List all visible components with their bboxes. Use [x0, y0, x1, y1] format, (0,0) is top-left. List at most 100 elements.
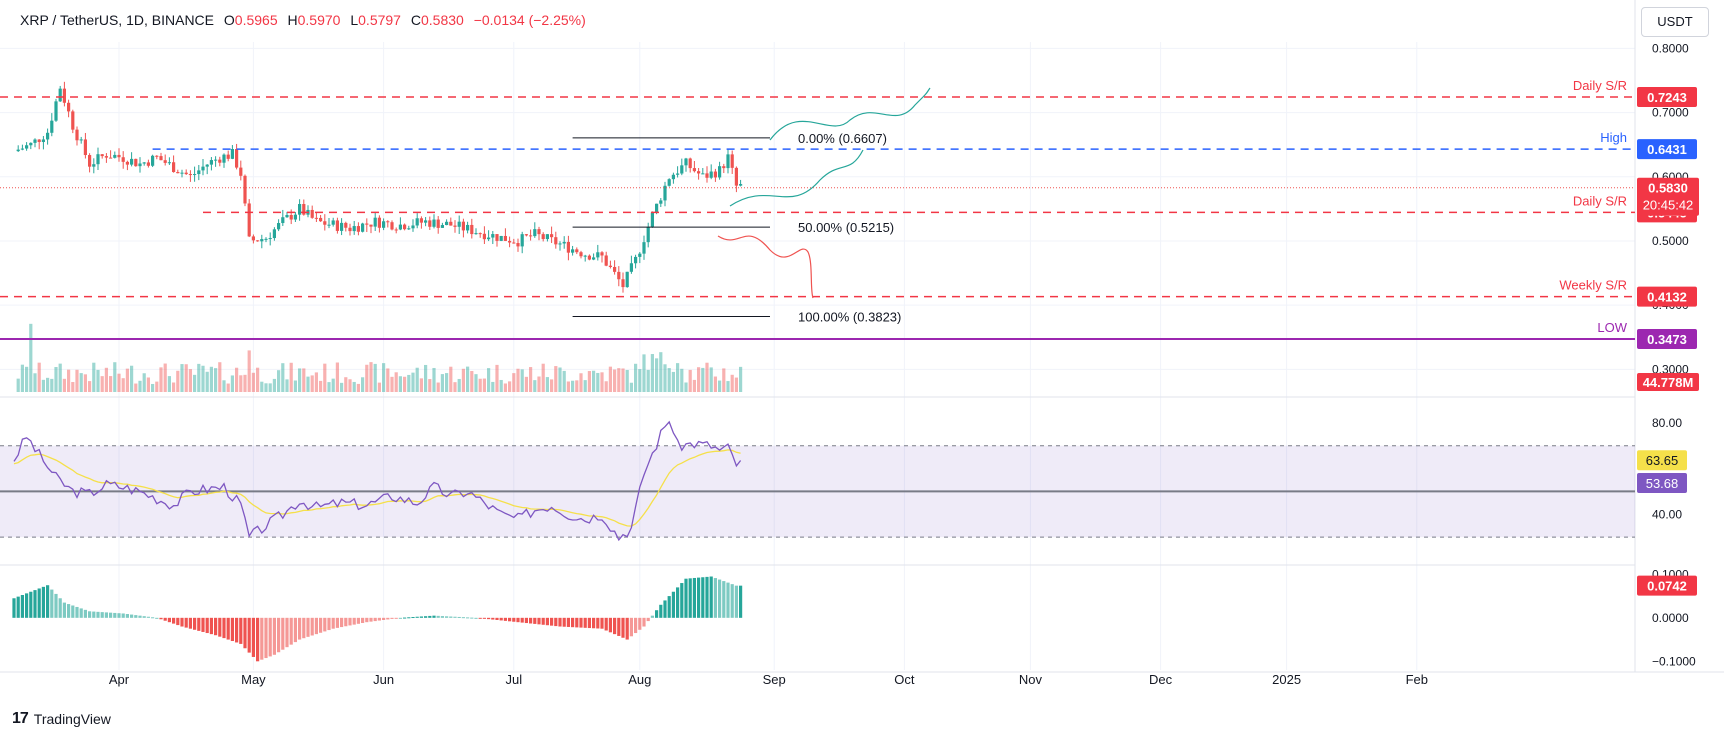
volume-bar — [67, 369, 71, 392]
macd-badge[interactable] — [1637, 575, 1697, 596]
macd-histogram-bar — [117, 613, 121, 618]
candle-body — [428, 220, 432, 227]
volume-bar — [285, 379, 289, 392]
candle-body — [281, 217, 285, 224]
candle-body — [390, 222, 394, 230]
candle-body — [201, 166, 205, 171]
volume-bar — [382, 363, 386, 392]
level-price-badge[interactable] — [1637, 328, 1697, 349]
rsi-ma-badge[interactable] — [1637, 450, 1687, 471]
level-price-badge[interactable] — [1637, 87, 1697, 108]
candle-body — [457, 221, 461, 227]
macd-histogram-bar — [281, 617, 285, 650]
volume-bar — [29, 323, 33, 392]
volume-bar — [554, 366, 558, 392]
macd-pane[interactable] — [12, 576, 743, 662]
macd-histogram-bar — [697, 577, 701, 618]
macd-histogram-bar — [487, 617, 491, 620]
candle-body — [327, 224, 331, 226]
macd-histogram-bar — [100, 612, 104, 618]
candle-body — [88, 155, 92, 167]
candle-body — [117, 154, 121, 158]
volume-bar — [121, 378, 125, 392]
candle-body — [163, 160, 167, 163]
volume-bar — [193, 374, 197, 392]
time-tick-label: Feb — [1406, 672, 1428, 687]
volume-bar — [289, 362, 293, 392]
macd-histogram-bar — [566, 617, 570, 627]
macd-histogram-bar — [390, 617, 394, 619]
macd-histogram-bar — [411, 617, 415, 619]
macd-histogram-bar — [67, 604, 71, 618]
volume-bar — [604, 381, 608, 392]
last-price-text: 0.5830 — [1648, 181, 1688, 196]
volume-bar — [419, 378, 423, 392]
volume-bar — [201, 365, 205, 392]
candle-body — [29, 142, 33, 146]
rsi-badge[interactable] — [1637, 473, 1687, 494]
volume-bar — [491, 381, 495, 392]
volume-bar — [461, 368, 465, 392]
volume-bar — [495, 364, 499, 392]
candle-body — [508, 240, 512, 243]
macd-histogram-bar — [46, 585, 50, 618]
volume-bar — [306, 376, 310, 392]
volume-bar — [474, 374, 478, 392]
macd-histogram-bar — [335, 617, 339, 628]
candle-body — [655, 203, 659, 213]
price-tick-label: 0.7000 — [1652, 106, 1689, 120]
macd-histogram-bar — [373, 617, 377, 622]
candle-body — [247, 203, 251, 237]
candle-body — [159, 156, 163, 161]
volume-bar — [218, 362, 222, 392]
candle-body — [20, 148, 24, 150]
last-price-badge[interactable] — [1637, 177, 1699, 216]
volume-bar — [184, 364, 188, 392]
rsi-pane[interactable] — [0, 420, 1635, 542]
volume-bar — [197, 363, 201, 392]
currency-button[interactable]: USDT — [1641, 7, 1709, 37]
macd-histogram-bar — [12, 598, 16, 618]
volume-bar — [352, 381, 356, 392]
candle-body — [491, 234, 495, 238]
volume-bar — [226, 383, 230, 392]
level-price-badge[interactable] — [1637, 286, 1697, 307]
volume-badge[interactable] — [1637, 373, 1699, 391]
macd-histogram-bar — [449, 616, 453, 618]
symbol-title[interactable]: XRP / TetherUS, 1D, BINANCE — [20, 12, 214, 28]
price-pane[interactable]: Daily S/R High Daily S/R Weekly S/R LOW 0.00%… — [0, 78, 1635, 392]
candle-body — [79, 139, 83, 141]
level-price-badge[interactable] — [1637, 139, 1697, 160]
candle-body — [550, 234, 554, 238]
candle-body — [436, 219, 440, 228]
price-axis[interactable]: 0.80000.70000.60000.50000.40000.30000.72… — [1637, 41, 1699, 668]
macd-histogram-bar — [151, 617, 155, 619]
macd-histogram-bar — [340, 617, 344, 628]
bullish-projection-path — [769, 87, 931, 141]
macd-histogram-bar — [554, 617, 558, 627]
candle-body — [445, 221, 449, 226]
time-tick-label: May — [241, 672, 266, 687]
low-label: L — [350, 12, 359, 28]
macd-histogram-bar — [688, 578, 692, 618]
macd-histogram-bar — [25, 593, 29, 618]
volume-bar — [394, 372, 398, 392]
candle-body — [96, 154, 100, 165]
volume-bar — [634, 363, 638, 392]
macd-histogram-bar — [629, 617, 633, 637]
macd-histogram-bar — [583, 617, 587, 628]
volume-bar — [722, 368, 726, 392]
macd-histogram-bar — [29, 591, 33, 618]
macd-histogram-bar — [495, 617, 499, 620]
macd-histogram-bar — [608, 617, 612, 633]
volume-bar — [739, 366, 743, 392]
macd-histogram-bar — [218, 617, 222, 637]
macd-histogram-bar — [436, 615, 440, 618]
volume-bar — [130, 365, 134, 392]
candle-body — [377, 217, 381, 228]
time-tick-label: Oct — [894, 672, 915, 687]
tradingview-brand[interactable]: 17 TradingView — [12, 710, 111, 728]
time-axis[interactable]: Apr May Jun Jul Aug Sep Oct Nov Dec 2025 Feb — [109, 672, 1428, 687]
candle-body — [373, 217, 377, 227]
